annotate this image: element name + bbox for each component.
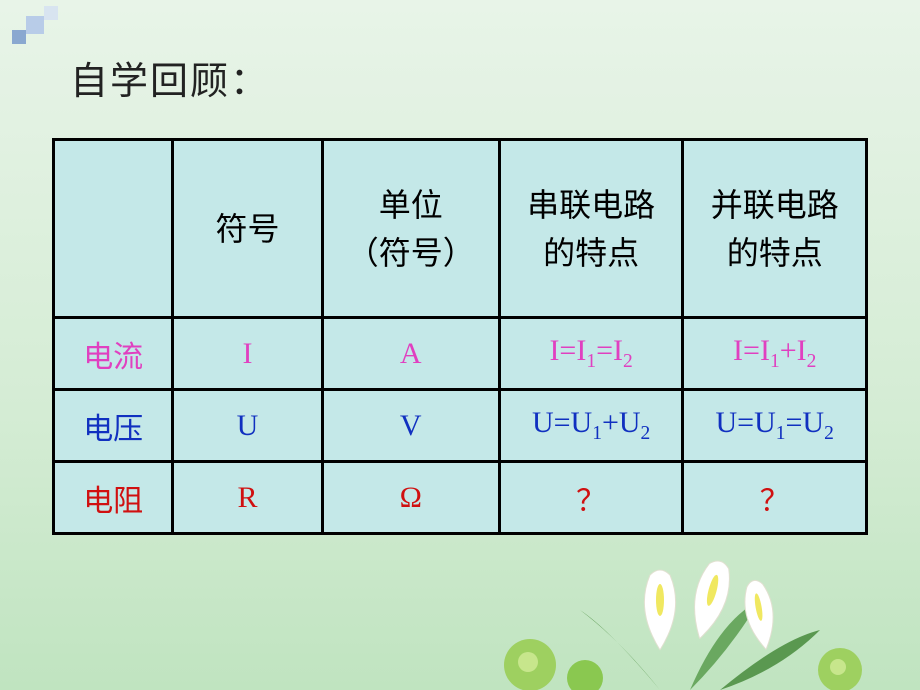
page-title: 自学回顾： [70,50,270,105]
review-table: 符号 单位 （符号） 串联电路 的特点 并联电路 的特点 电流IAI=I1=I2… [52,138,868,535]
header-series-l1: 串联电路 [527,187,655,223]
header-unit: 单位 （符号） [322,140,499,318]
row-label: 电压 [54,390,173,462]
table-row: 电阻RΩ？？ [54,462,867,534]
row-series: I=I1=I2 [499,318,683,390]
row-label: 电流 [54,318,173,390]
row-series: U=U1+U2 [499,390,683,462]
row-parallel: ？ [683,462,867,534]
row-symbol: U [173,390,322,462]
table-row: 电压UVU=U1+U2U=U1=U2 [54,390,867,462]
row-symbol: R [173,462,322,534]
header-series-l2: 的特点 [543,235,639,271]
row-series: ？ [499,462,683,534]
row-unit: A [322,318,499,390]
table-header-row: 符号 单位 （符号） 串联电路 的特点 并联电路 的特点 [54,140,867,318]
row-unit: Ω [322,462,499,534]
deco-square-3 [44,6,58,20]
corner-decoration [0,6,60,56]
row-parallel: I=I1+I2 [683,318,867,390]
row-unit: V [322,390,499,462]
header-parallel-l1: 并联电路 [711,187,839,223]
review-table-container: 符号 单位 （符号） 串联电路 的特点 并联电路 的特点 电流IAI=I1=I2… [52,138,868,535]
header-parallel: 并联电路 的特点 [683,140,867,318]
row-parallel: U=U1=U2 [683,390,867,462]
header-series: 串联电路 的特点 [499,140,683,318]
header-symbol: 符号 [173,140,322,318]
row-label: 电阻 [54,462,173,534]
deco-square-1 [12,30,26,44]
table-row: 电流IAI=I1=I2I=I1+I2 [54,318,867,390]
header-parallel-l2: 的特点 [727,235,823,271]
flower-decoration [460,510,880,690]
row-symbol: I [173,318,322,390]
deco-square-2 [26,16,44,34]
header-unit-l1: 单位 [379,187,443,223]
header-unit-l2: （符号） [347,235,475,271]
header-empty [54,140,173,318]
